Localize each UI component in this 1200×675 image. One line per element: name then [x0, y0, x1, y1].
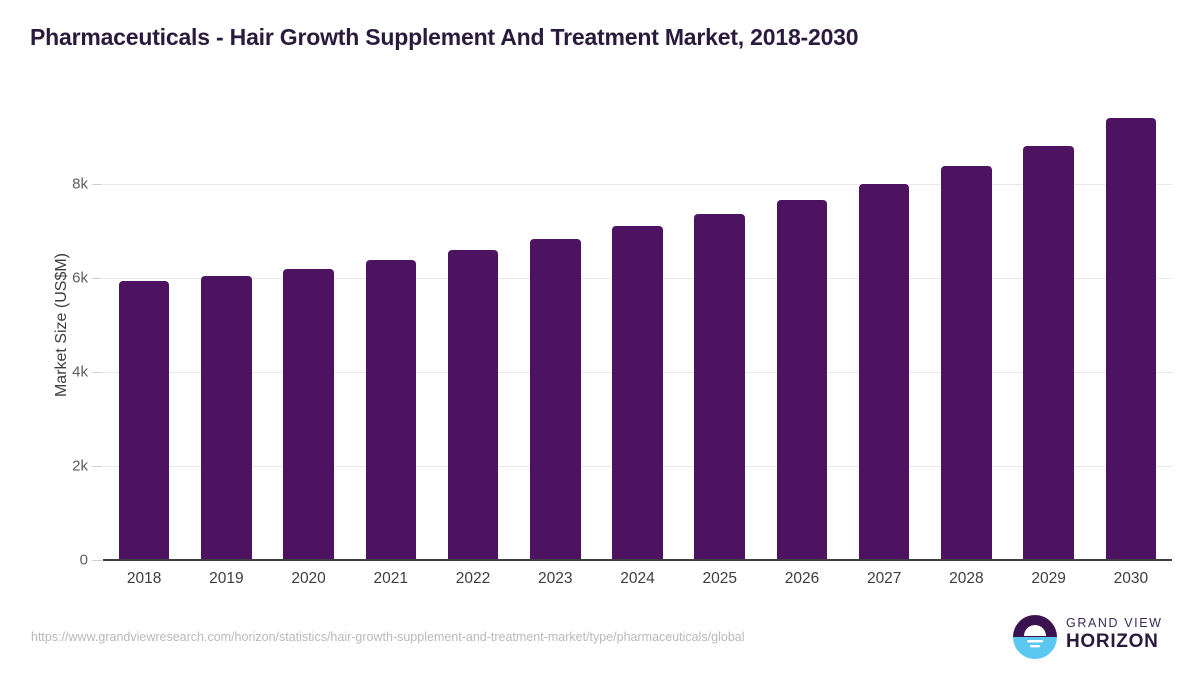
logo-text-line1: GRAND VIEW: [1066, 616, 1163, 630]
y-tick-label: 4k: [72, 363, 88, 381]
x-tick-label-2020: 2020: [291, 570, 326, 587]
y-tick-label: 0: [79, 551, 88, 569]
source-url[interactable]: https://www.grandviewresearch.com/horizo…: [31, 630, 745, 644]
bar-2021[interactable]: [365, 259, 417, 560]
bar-2029[interactable]: [1023, 146, 1074, 560]
bar-2023[interactable]: [529, 239, 581, 560]
x-tick-label-2023: 2023: [538, 570, 573, 587]
y-tick-mark: [92, 184, 102, 185]
bar-2022[interactable]: [447, 249, 499, 560]
logo-text-line2: HORIZON: [1066, 631, 1159, 652]
brand-logo: GRAND VIEW HORIZON: [1012, 612, 1172, 662]
y-tick-mark: [92, 372, 102, 373]
horizon-logo-icon: [1013, 615, 1057, 659]
y-tick-label: 8k: [72, 175, 88, 193]
page-title: Pharmaceuticals - Hair Growth Supplement…: [30, 24, 859, 50]
x-tick-label-2026: 2026: [784, 570, 820, 587]
plot-area: [103, 90, 1172, 561]
bar-2025[interactable]: [694, 214, 745, 560]
x-tick-label-2019: 2019: [209, 570, 244, 587]
x-axis-line: [103, 559, 1172, 561]
x-axis-labels: 2018 2019 2020 2021 2022 2023 2024 2025 2026 2027…: [103, 570, 1172, 596]
y-tick-mark: [92, 278, 102, 279]
x-tick-label-2025: 2025: [702, 570, 737, 587]
gridline: [103, 184, 1172, 185]
y-axis-ticks: 0 2k 4k 6k 8k: [0, 90, 1200, 569]
x-tick-label-2029: 2029: [1031, 570, 1066, 587]
bar-2027[interactable]: [858, 184, 910, 560]
bar-2018[interactable]: [118, 281, 170, 560]
logo-text: GRAND VIEW HORIZON: [1066, 616, 1172, 653]
bar-2020[interactable]: [283, 269, 334, 560]
y-tick-label: 2k: [72, 457, 88, 475]
bar-2019[interactable]: [201, 276, 252, 560]
y-tick-mark: [92, 466, 102, 467]
x-tick-label-2022: 2022: [455, 570, 491, 587]
y-tick-mark: [92, 560, 102, 561]
x-tick-label-2021: 2021: [373, 570, 409, 587]
bar-2024[interactable]: [612, 226, 663, 560]
x-tick-label-2028: 2028: [949, 570, 984, 587]
bar-2030[interactable]: [1105, 118, 1157, 560]
x-tick-label-2024: 2024: [620, 570, 655, 587]
bars-layer: [103, 90, 1172, 560]
x-tick-label-2018: 2018: [126, 570, 162, 587]
bar-2028[interactable]: [941, 166, 992, 560]
bar-2026[interactable]: [776, 200, 828, 560]
y-tick-label: 6k: [72, 269, 88, 287]
x-tick-label-2030: 2030: [1113, 570, 1149, 587]
x-tick-label-2027: 2027: [866, 570, 902, 587]
